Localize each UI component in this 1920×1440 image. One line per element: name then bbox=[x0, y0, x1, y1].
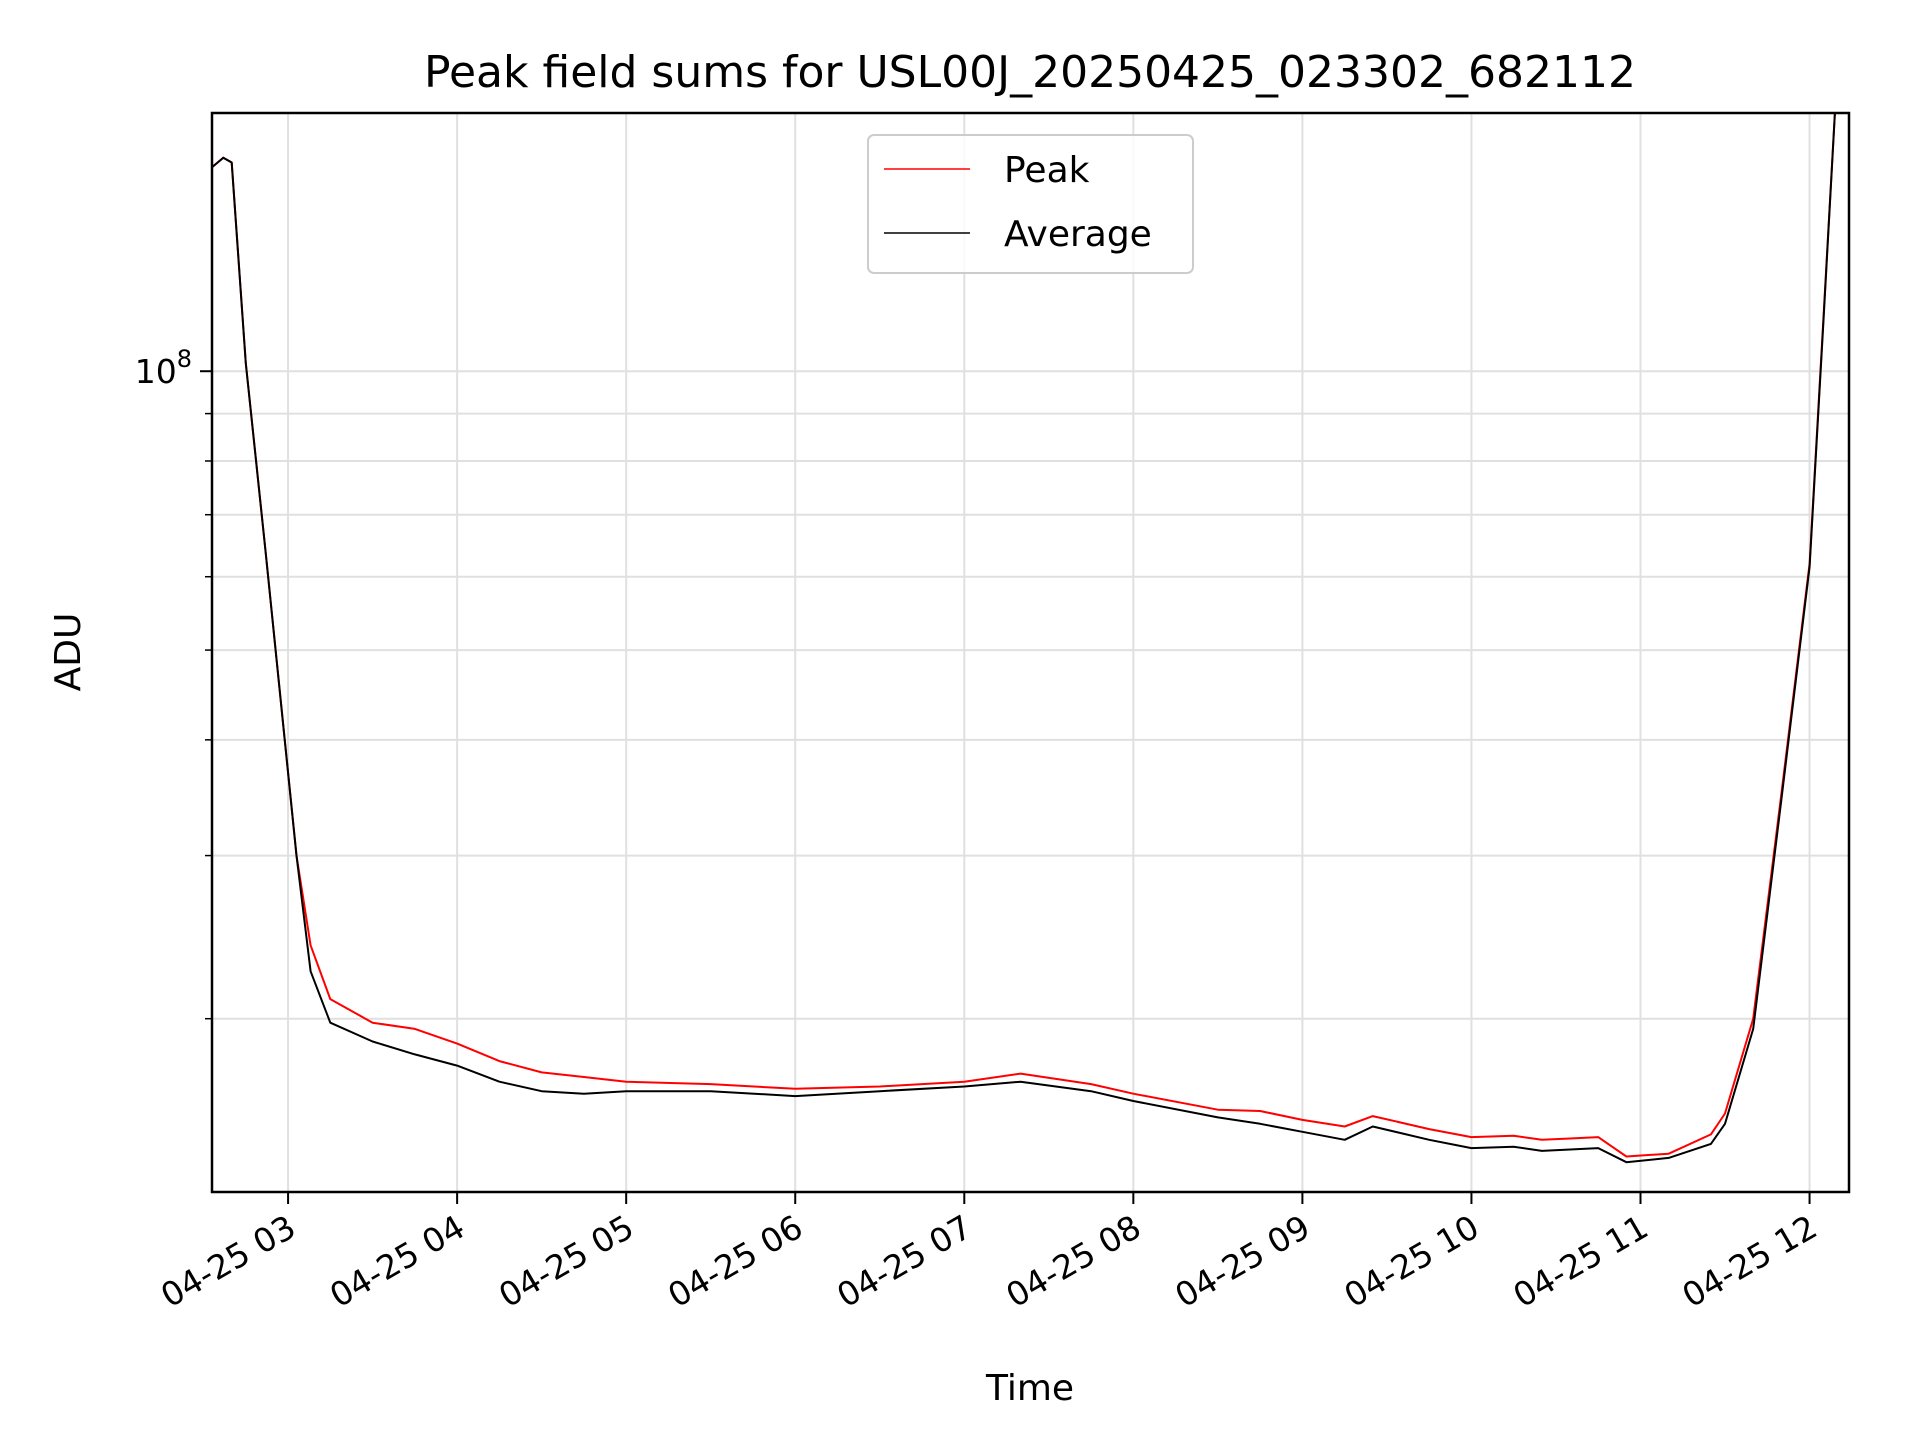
legend: Peak Average bbox=[867, 134, 1194, 274]
x-axis-label: Time bbox=[985, 1368, 1074, 1409]
y-tick-label: 108 bbox=[135, 345, 192, 391]
axes-frame bbox=[210, 111, 1851, 1194]
plot-area bbox=[211, 112, 1836, 1164]
y-tick-label-exponent: 8 bbox=[177, 345, 192, 373]
y-tick-label-base: 10 bbox=[135, 352, 177, 391]
y-axis-label: ADU bbox=[48, 613, 89, 692]
legend-label-peak: Peak bbox=[1004, 150, 1090, 191]
series-line-peak bbox=[211, 112, 1836, 1158]
y-axis-ticks: 108 bbox=[135, 345, 212, 1020]
chart-title: Peak field sums for USL00J_20250425_0233… bbox=[424, 47, 1636, 98]
series-line-average bbox=[211, 112, 1836, 1164]
legend-label-average: Average bbox=[1004, 214, 1152, 255]
grid bbox=[212, 113, 1849, 1192]
